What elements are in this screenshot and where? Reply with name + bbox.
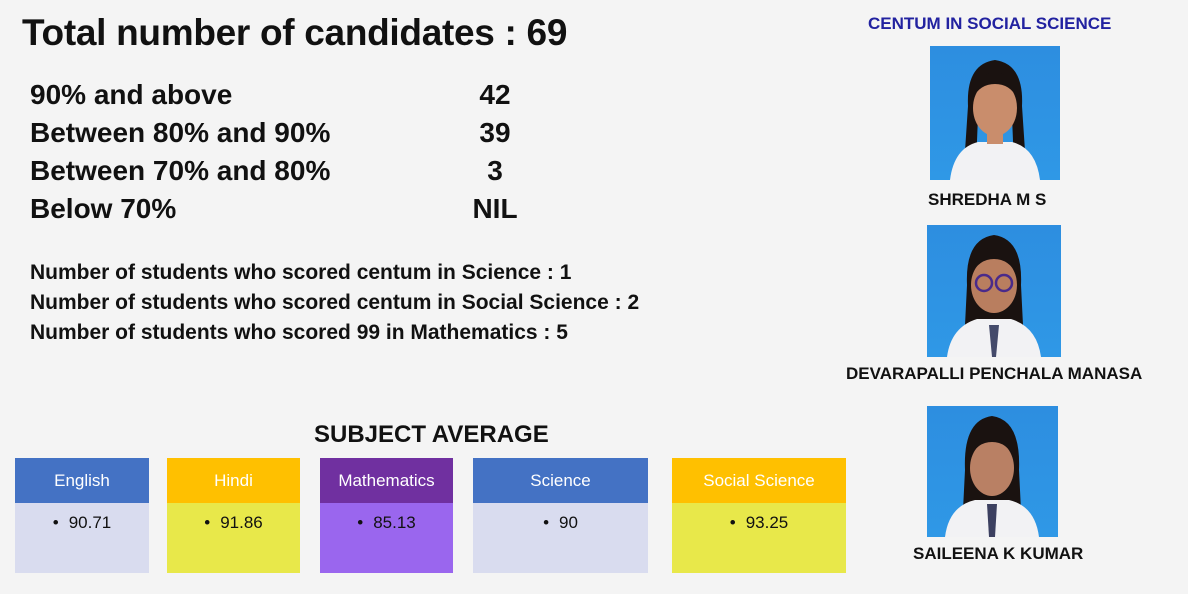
subject-name: Social Science [672,458,846,503]
subject-card-english: English • 90.71 [15,458,149,573]
bullet-icon: • [543,513,550,532]
grade-label: 90% and above [30,79,233,110]
subject-name: Science [473,458,648,503]
grade-row: Between 70% and 80% 3 [30,152,550,190]
subject-average-value: • 90 [473,503,648,573]
student-photo [927,406,1058,537]
bullet-icon: • [204,513,211,532]
achievement-facts: Number of students who scored centum in … [30,258,639,348]
grade-row: 90% and above 42 [30,76,550,114]
student-name: SAILEENA K KUMAR [913,544,1084,563]
average-value: 91.86 [220,513,263,532]
average-value: 90.71 [68,513,112,532]
average-value: 85.13 [373,513,416,532]
fact-centum-science: Number of students who scored centum in … [30,261,572,284]
student-photo [927,225,1061,357]
fact-99-mathematics: Number of students who scored 99 in Math… [30,321,568,344]
subject-card-social-science: Social Science • 93.25 [672,458,846,573]
subject-name: English [15,458,149,503]
grade-row: Between 80% and 90% 39 [30,114,550,152]
total-candidates-title: Total number of candidates : 69 [22,12,568,53]
grade-count: 42 [479,79,511,110]
average-value: 93.25 [745,513,789,532]
bullet-icon: • [52,513,59,532]
grade-distribution-table: 90% and above 42 Between 80% and 90% 39 … [30,76,550,228]
student-portrait-icon [950,60,1040,180]
average-value: 90 [559,513,578,532]
grade-row: Below 70% NIL [30,190,550,228]
student-name: DEVARAPALLI PENCHALA MANASA [846,364,1143,383]
fact-centum-social-science: Number of students who scored centum in … [30,291,640,314]
student-portrait-icon [945,416,1039,537]
grade-count: 39 [479,117,511,148]
subject-card-hindi: Hindi • 91.86 [167,458,300,573]
subject-average-value: • 85.13 [320,503,453,573]
grade-label: Between 80% and 90% [30,117,331,148]
bullet-icon: • [357,513,364,532]
subject-name: Mathematics [320,458,453,503]
subject-average-value: • 93.25 [672,503,846,573]
grade-label: Below 70% [30,193,177,224]
subject-name: Hindi [167,458,300,503]
grade-label: Between 70% and 80% [30,155,331,186]
subject-card-science: Science • 90 [473,458,648,573]
centum-panel-title: CENTUM IN SOCIAL SCIENCE [868,14,1112,33]
subject-average-value: • 91.86 [167,503,300,573]
bullet-icon: • [729,513,736,532]
student-name: SHREDHA M S [928,190,1047,209]
grade-count: NIL [472,193,518,224]
grade-count: 3 [487,155,503,186]
subject-average-value: • 90.71 [15,503,149,573]
subject-card-mathematics: Mathematics • 85.13 [320,458,453,573]
student-photo [930,46,1060,180]
subject-average-title: SUBJECT AVERAGE [314,421,549,448]
student-portrait-icon [947,235,1041,357]
